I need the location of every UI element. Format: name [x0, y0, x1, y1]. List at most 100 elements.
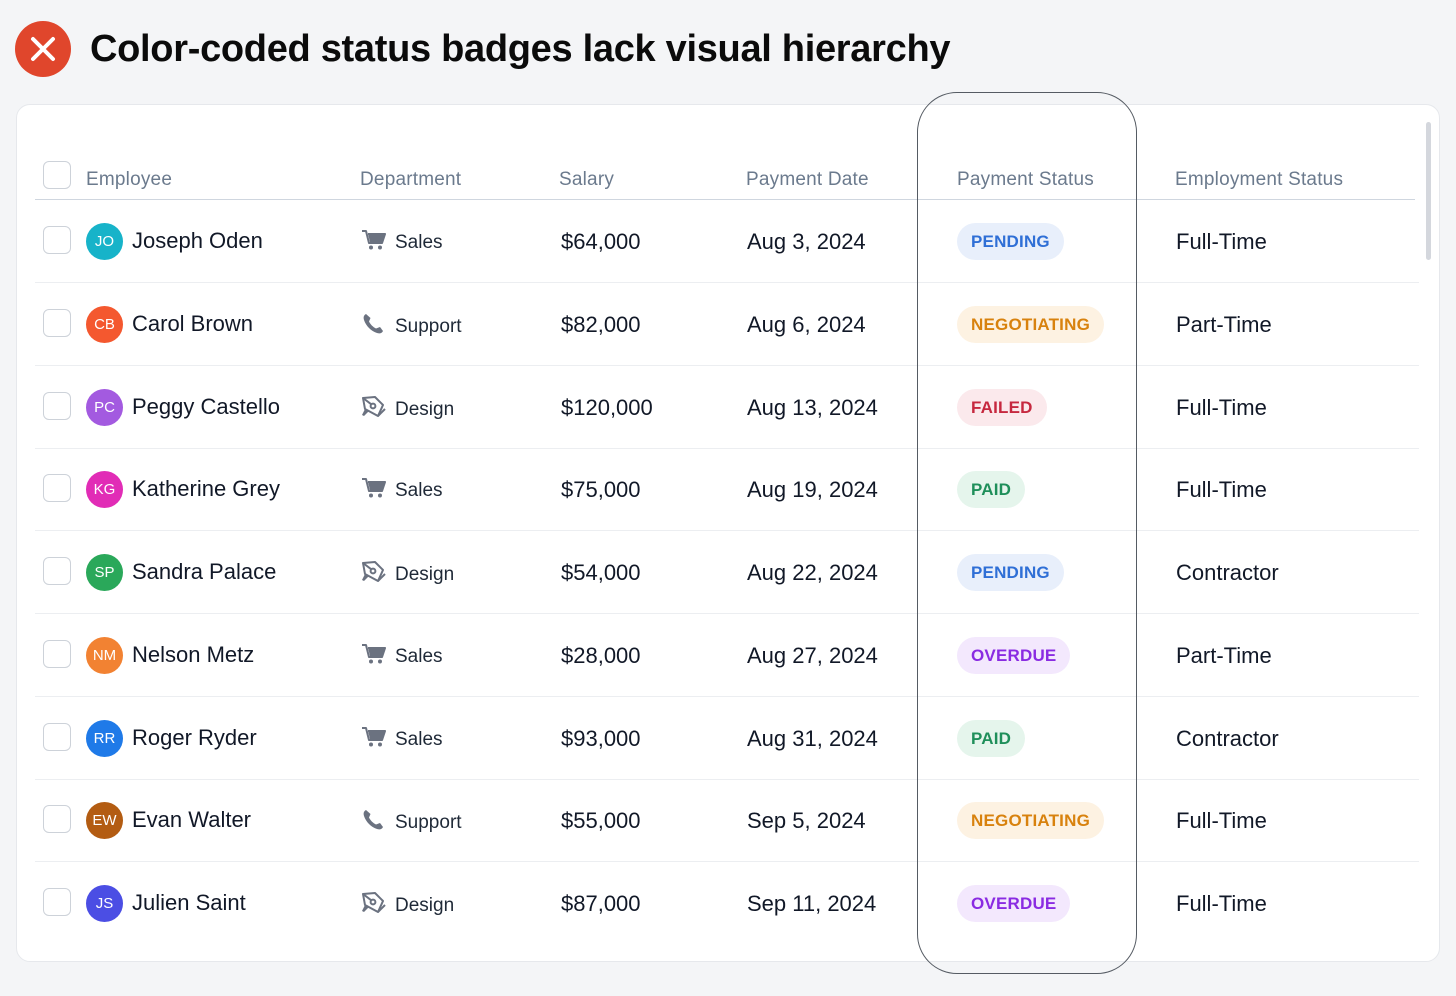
department-cell: Design: [361, 395, 454, 425]
row-checkbox[interactable]: [43, 640, 71, 668]
avatar: JO: [86, 223, 123, 260]
payment-date-cell: Aug 22, 2024: [747, 560, 878, 585]
payment-date-cell: Aug 31, 2024: [747, 726, 878, 751]
department-label: Design: [395, 399, 455, 420]
column-header-payment-status[interactable]: Payment Status: [957, 169, 1094, 190]
table-row[interactable]: JO Joseph Oden Sales $64,000 Aug 3, 2024…: [35, 200, 1419, 283]
column-header-payment-date[interactable]: Payment Date: [746, 169, 869, 190]
payment-date-cell: Sep 11, 2024: [747, 891, 877, 916]
department-label: Support: [395, 316, 462, 337]
status-badge: NEGOTIATING: [957, 802, 1104, 839]
table-row[interactable]: CB Carol Brown Support $82,000 Aug 6, 20…: [35, 283, 1419, 366]
table-row[interactable]: RR Roger Ryder Sales $93,000 Aug 31, 202…: [35, 697, 1419, 780]
status-badge: FAILED: [957, 389, 1047, 426]
department-label: Design: [395, 564, 455, 585]
employee-name[interactable]: Sandra Palace: [132, 559, 277, 584]
row-checkbox[interactable]: [43, 888, 71, 916]
employment-status-cell: Contractor: [1176, 560, 1279, 585]
employment-status-cell: Part-Time: [1176, 312, 1272, 337]
cart-icon: [361, 229, 395, 257]
payment-date-cell: Aug 27, 2024: [747, 643, 878, 668]
department-cell: Sales: [361, 643, 443, 671]
table-row[interactable]: SP Sandra Palace Design $54,000 Aug 22, …: [35, 531, 1419, 614]
avatar: PC: [86, 389, 123, 426]
row-checkbox[interactable]: [43, 805, 71, 833]
table-row[interactable]: PC Peggy Castello Design $120,000 Aug 13…: [35, 366, 1419, 449]
department-cell: Support: [361, 312, 462, 342]
employee-name[interactable]: Julien Saint: [132, 890, 246, 915]
row-checkbox[interactable]: [43, 226, 71, 254]
cart-icon: [361, 726, 395, 754]
salary-cell: $93,000: [561, 726, 641, 751]
employee-name[interactable]: Nelson Metz: [132, 642, 255, 667]
column-header-department[interactable]: Department: [360, 169, 462, 190]
avatar: KG: [86, 471, 123, 508]
department-label: Design: [395, 895, 455, 916]
column-header-employment-status[interactable]: Employment Status: [1175, 169, 1344, 190]
employment-status-cell: Full-Time: [1176, 808, 1267, 833]
phone-icon: [361, 808, 395, 838]
cart-icon: [361, 643, 395, 671]
avatar: NM: [86, 637, 123, 674]
salary-cell: $87,000: [561, 891, 641, 916]
status-badge: NEGOTIATING: [957, 306, 1104, 343]
employee-name[interactable]: Roger Ryder: [132, 725, 257, 750]
row-checkbox[interactable]: [43, 474, 71, 502]
employment-status-cell: Full-Time: [1176, 891, 1267, 916]
pen-tool-icon: [361, 560, 395, 590]
row-checkbox[interactable]: [43, 723, 71, 751]
department-label: Sales: [395, 480, 443, 501]
salary-cell: $75,000: [561, 477, 641, 502]
salary-cell: $82,000: [561, 312, 641, 337]
payment-date-cell: Sep 5, 2024: [747, 808, 866, 833]
employee-name[interactable]: Joseph Oden: [132, 228, 263, 253]
employment-status-cell: Full-Time: [1176, 395, 1267, 420]
department-label: Sales: [395, 646, 443, 667]
department-cell: Design: [361, 891, 454, 921]
row-checkbox[interactable]: [43, 309, 71, 337]
row-checkbox[interactable]: [43, 392, 71, 420]
phone-icon: [361, 312, 395, 342]
employment-status-cell: Part-Time: [1176, 643, 1272, 668]
salary-cell: $64,000: [561, 229, 641, 254]
avatar: CB: [86, 306, 123, 343]
department-label: Sales: [395, 729, 443, 750]
pen-tool-icon: [361, 891, 395, 921]
status-badge: OVERDUE: [957, 885, 1071, 922]
employee-name[interactable]: Evan Walter: [132, 807, 252, 832]
employee-name[interactable]: Carol Brown: [132, 311, 254, 336]
employment-status-cell: Full-Time: [1176, 229, 1267, 254]
employee-name[interactable]: Peggy Castello: [132, 394, 280, 419]
employee-name[interactable]: Katherine Grey: [132, 476, 280, 501]
table-row[interactable]: KG Katherine Grey Sales $75,000 Aug 19, …: [35, 448, 1419, 531]
payment-date-cell: Aug 6, 2024: [747, 312, 866, 337]
salary-cell: $55,000: [561, 808, 641, 833]
pen-tool-icon: [361, 395, 395, 425]
department-cell: Sales: [361, 477, 443, 505]
department-cell: Design: [361, 560, 454, 590]
status-badge: PAID: [957, 720, 1026, 757]
scrollbar[interactable]: [1426, 122, 1431, 260]
row-checkbox[interactable]: [43, 557, 71, 585]
close-icon: [15, 21, 71, 77]
page-title: Color-coded status badges lack visual hi…: [90, 27, 951, 70]
salary-cell: $54,000: [561, 560, 641, 585]
payment-date-cell: Aug 13, 2024: [747, 395, 878, 420]
payment-date-cell: Aug 3, 2024: [747, 229, 866, 254]
department-cell: Sales: [361, 726, 443, 754]
avatar: SP: [86, 554, 123, 591]
table-header: Employee Department Salary Payment Date …: [35, 145, 1415, 200]
cart-icon: [361, 477, 395, 505]
table-row[interactable]: JS Julien Saint Design $87,000 Sep 11, 2…: [35, 862, 1419, 945]
table-row[interactable]: EW Evan Walter Support $55,000 Sep 5, 20…: [35, 779, 1419, 862]
department-cell: Support: [361, 808, 462, 838]
page-header: Color-coded status badges lack visual hi…: [15, 21, 951, 77]
department-cell: Sales: [361, 229, 443, 257]
payment-date-cell: Aug 19, 2024: [747, 477, 878, 502]
column-header-employee[interactable]: Employee: [86, 169, 173, 190]
status-badge: OVERDUE: [957, 637, 1071, 674]
column-header-salary[interactable]: Salary: [559, 169, 615, 190]
select-all-checkbox[interactable]: [43, 161, 71, 189]
table-row[interactable]: NM Nelson Metz Sales $28,000 Aug 27, 202…: [35, 614, 1419, 697]
status-badge: PENDING: [957, 554, 1064, 591]
